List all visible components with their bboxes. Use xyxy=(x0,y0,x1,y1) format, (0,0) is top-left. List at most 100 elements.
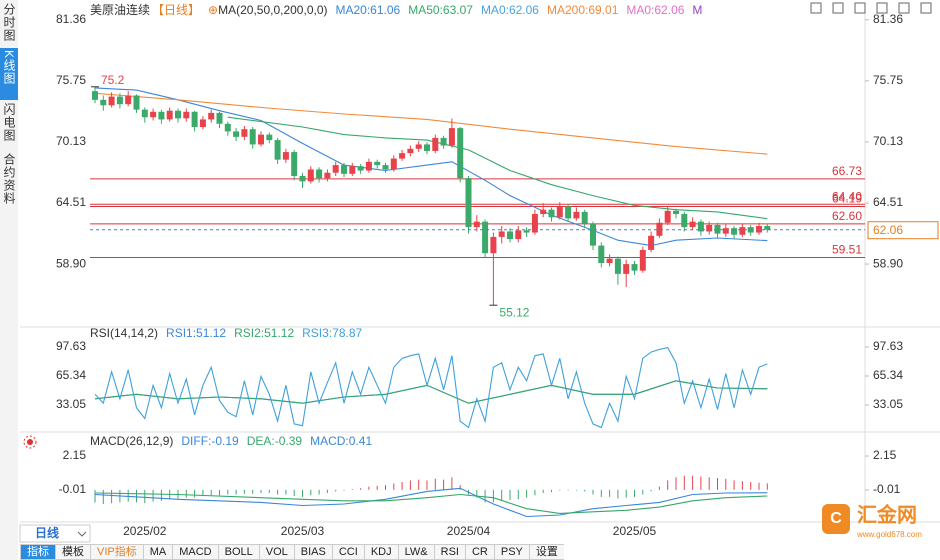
candle-body xyxy=(274,140,281,160)
candle-body xyxy=(150,111,157,118)
toolbar-button[interactable]: CR xyxy=(464,544,494,560)
x-tick-label: 2025/03 xyxy=(281,524,325,538)
candle-body xyxy=(440,137,447,146)
toolbar-button[interactable]: RSI xyxy=(433,544,465,560)
toolbar-button[interactable]: VOL xyxy=(258,544,294,560)
toolbar-button[interactable]: BOLL xyxy=(217,544,259,560)
candle-body xyxy=(731,228,738,235)
candle-body xyxy=(92,91,98,100)
toolbar-button[interactable]: BIAS xyxy=(293,544,332,560)
panel-header: RSI(14,14,2) RSI1:51.12 RSI2:51.12 RSI3:78.… xyxy=(90,326,362,340)
period-dropdown[interactable] xyxy=(19,524,91,543)
candle-body xyxy=(523,230,530,233)
candle-body xyxy=(191,111,198,128)
candle-body xyxy=(100,99,107,106)
candle-body xyxy=(365,161,372,171)
toolbar-button[interactable]: 模板 xyxy=(55,544,90,560)
candle-body xyxy=(656,222,663,236)
toolbar-button[interactable]: 设置 xyxy=(528,544,564,560)
candle-body xyxy=(399,153,406,159)
price-level-label: 62.60 xyxy=(832,209,862,223)
low-annotation: 55.12 xyxy=(499,305,529,319)
candle-body xyxy=(249,129,256,145)
candle-body xyxy=(548,209,555,218)
legend-entry: MA50:63.07 xyxy=(408,2,473,17)
candle-body xyxy=(341,165,347,174)
y-tick-label: 65.34 xyxy=(56,368,86,382)
y-tick-label: 75.75 xyxy=(873,73,903,87)
candle-body xyxy=(216,112,223,124)
candle-body xyxy=(515,230,522,240)
candle-body xyxy=(357,166,364,171)
candle-body xyxy=(316,169,323,179)
toolbar-button[interactable]: 指标 xyxy=(20,544,55,560)
toolbar-icons[interactable] xyxy=(810,2,932,14)
candle-body xyxy=(390,158,397,170)
candle-body xyxy=(531,214,538,233)
y-tick-label: 58.90 xyxy=(56,256,86,270)
indicator-line xyxy=(94,346,768,429)
y-tick-label: 81.36 xyxy=(873,12,903,26)
candle-body xyxy=(183,111,190,119)
period-label: 【日线】 xyxy=(152,3,201,17)
y-tick-label: 65.34 xyxy=(873,368,903,382)
legend-entry: DEA:-0.39 xyxy=(246,434,303,448)
candle-body xyxy=(639,249,646,271)
candle-body xyxy=(540,209,547,215)
candle-body xyxy=(739,227,746,235)
candle-body xyxy=(266,134,273,141)
toolbar-button[interactable]: LW& xyxy=(397,544,434,560)
price-level-label: 66.73 xyxy=(832,164,862,178)
candle-body xyxy=(258,134,264,145)
toolbar-button[interactable]: PSY xyxy=(493,544,529,560)
candle-body xyxy=(507,231,513,240)
candle-body xyxy=(457,128,464,179)
candle-body xyxy=(141,109,148,118)
candle-body xyxy=(116,96,123,105)
candle-body xyxy=(374,161,381,166)
candle-body xyxy=(299,175,306,182)
candle-body xyxy=(590,223,596,246)
candle-body xyxy=(623,264,630,274)
legend-entry: MA200:69.01 xyxy=(546,2,619,17)
legend-entry: MA0:62.06 xyxy=(626,2,685,17)
dropdown-arrow xyxy=(77,531,87,537)
add-icon: ⊕ xyxy=(208,2,219,17)
y-tick-label: 70.13 xyxy=(873,134,903,148)
candle-body xyxy=(382,165,389,170)
indicator-line xyxy=(227,116,768,220)
candle-body xyxy=(432,137,439,151)
panel-header: 美原油连续 【日线】 ⊕ MA(20,50,0,200,0,0) MA20:61.06 M… xyxy=(90,1,702,18)
legend-entry: MA20:61.06 xyxy=(335,2,401,17)
side-tab[interactable]: 闪电图 xyxy=(2,103,16,142)
toolbar-button[interactable]: MACD xyxy=(172,544,218,560)
toolbar-button[interactable]: VIP指标 xyxy=(90,544,143,560)
candle-body xyxy=(224,123,231,132)
y-tick-label: 81.36 xyxy=(56,12,86,26)
candle-body xyxy=(282,152,289,160)
toolbar-button[interactable]: MA xyxy=(142,544,173,560)
indicator-line xyxy=(94,492,768,514)
side-tab[interactable]: 合约资料 xyxy=(2,153,16,205)
candle-body xyxy=(606,258,613,263)
candle-body xyxy=(614,258,621,274)
logo-glyph: C xyxy=(830,510,842,527)
price-level-label: 64.40 xyxy=(832,189,862,203)
toolbar-button[interactable]: CCI xyxy=(331,544,364,560)
side-tab[interactable]: K线图 xyxy=(2,50,16,86)
panel-header: MACD(26,12,9) DIFF:-0.19 DEA:-0.39 MACD:0.4… xyxy=(90,434,372,448)
price-level-label: 64.19 xyxy=(832,192,862,206)
toolbar-button[interactable]: KDJ xyxy=(363,544,398,560)
candle-body xyxy=(415,144,422,149)
y-tick-label: 64.51 xyxy=(873,195,903,209)
candle-body xyxy=(581,211,588,224)
legend-entry: DIFF:-0.19 xyxy=(181,434,239,448)
side-tab[interactable]: 分时图 xyxy=(2,3,16,42)
candle-body xyxy=(631,264,638,271)
candle-body xyxy=(158,111,165,120)
candle-body xyxy=(465,178,472,228)
candle-body xyxy=(689,221,696,228)
period-label[interactable]: 日线 xyxy=(35,525,59,540)
logo-icon xyxy=(822,504,850,534)
